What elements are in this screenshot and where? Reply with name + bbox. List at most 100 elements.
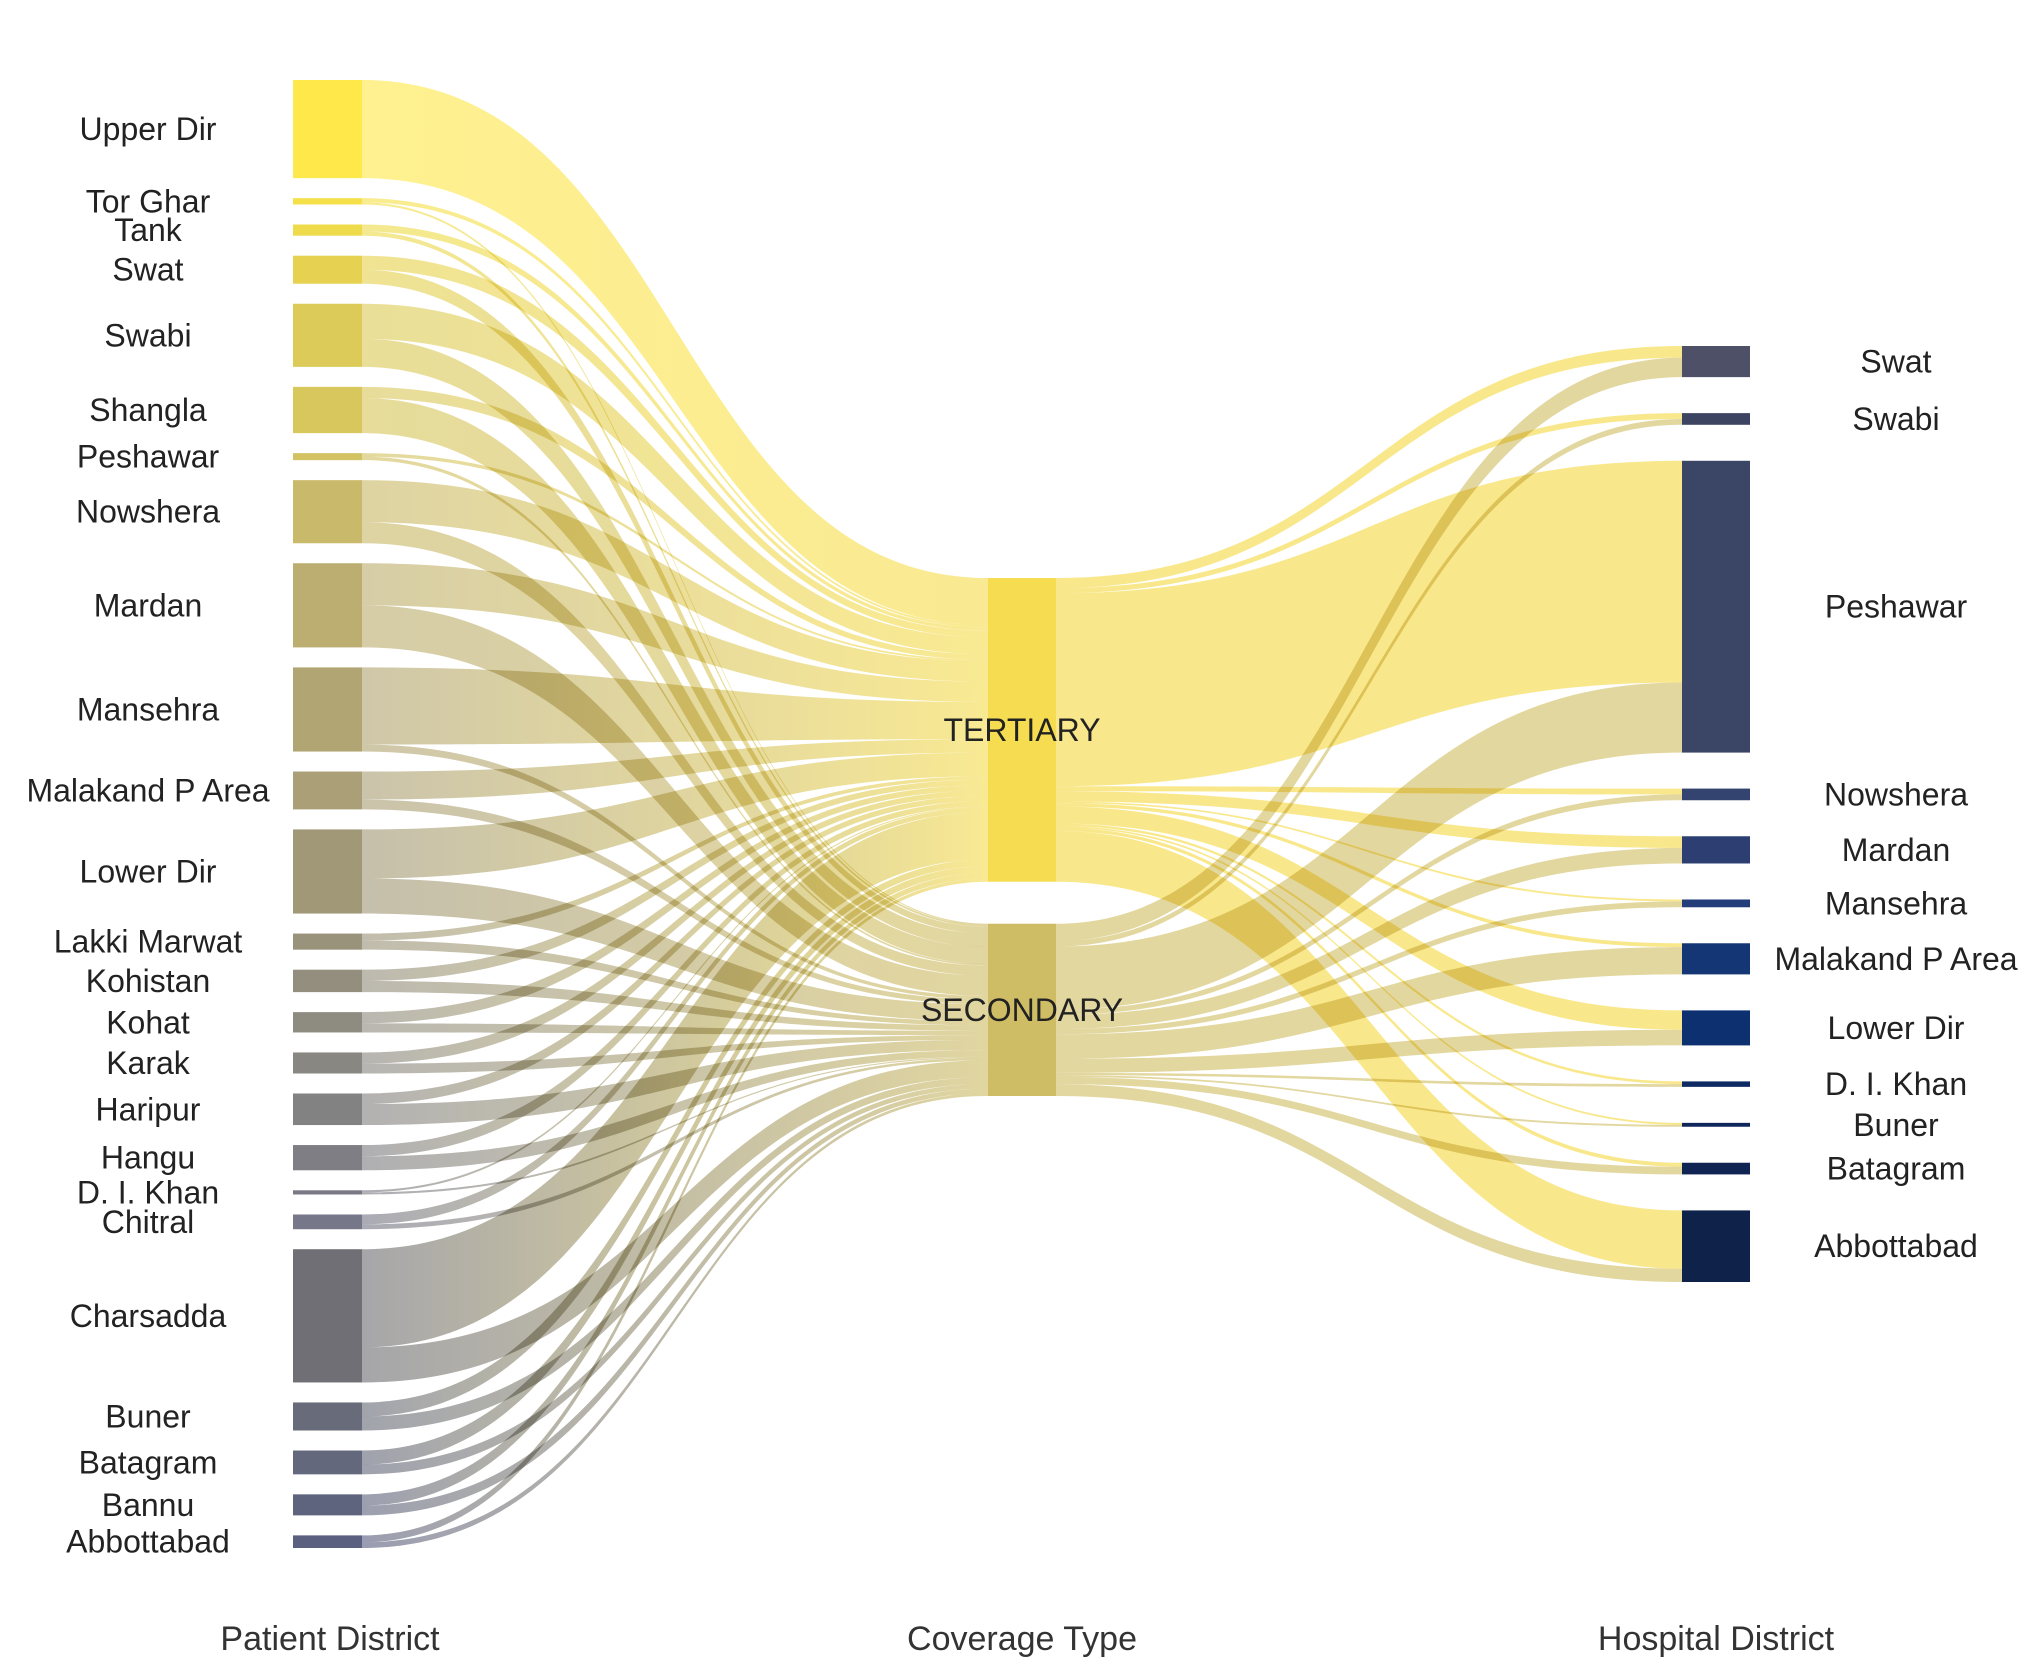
link-swat-to-tertiary [362, 255, 988, 638]
patient-label-lakki-marwat: Lakki Marwat [54, 924, 243, 960]
link-hangu-to-tertiary [362, 800, 988, 1157]
link-secondary-to-abbottabad [1056, 1084, 1682, 1282]
patient-label-upper-dir: Upper Dir [80, 111, 217, 147]
hospital-node-mansehra [1682, 899, 1750, 908]
hospital-label-nowshera: Nowshera [1824, 776, 1968, 812]
patient-node-lakki-marwat [293, 933, 362, 950]
link-lakki-marwat-to-tertiary [362, 776, 988, 941]
coverage-type-title: Coverage Type [907, 1620, 1137, 1658]
hospital-node-nowshera [1682, 788, 1750, 801]
link-charsadda-to-tertiary [362, 812, 988, 1348]
patient-label-hangu: Hangu [101, 1140, 195, 1176]
coverage-label-secondary: SECONDARY [921, 992, 1123, 1028]
nodes [293, 80, 1750, 1548]
patient-node-charsadda [293, 1249, 362, 1383]
link-secondary-to-mardan [1056, 847, 1682, 1029]
link-tertiary-to-buner [1056, 825, 1682, 1125]
patient-node-batagram [293, 1450, 362, 1475]
patient-label-d-i-khan: D. I. Khan [77, 1174, 219, 1210]
flow-links [362, 80, 1682, 1548]
link-secondary-to-lower-dir [1056, 1029, 1682, 1073]
link-chitral-to-secondary [362, 1057, 988, 1230]
patient-node-kohat [293, 1012, 362, 1033]
hospital-label-mansehra: Mansehra [1825, 885, 1968, 921]
patient-label-tor-ghar: Tor Ghar [86, 183, 211, 219]
link-peshawar-to-tertiary [362, 453, 988, 662]
patient-label-abbottabad: Abbottabad [66, 1524, 230, 1560]
patient-node-d-i-khan [293, 1190, 362, 1195]
patient-label-swabi: Swabi [104, 317, 191, 353]
hospital-node-swabi [1682, 413, 1750, 425]
patient-node-buner [293, 1402, 362, 1431]
link-swabi-to-tertiary [362, 303, 988, 655]
patient-label-swat: Swat [112, 252, 183, 288]
patient-node-abbottabad [293, 1535, 362, 1548]
patient-node-karak [293, 1052, 362, 1074]
patient-label-malakand-p-area: Malakand P Area [26, 772, 269, 808]
link-secondary-to-swat [1056, 357, 1682, 942]
link-bannu-to-secondary [362, 1088, 988, 1516]
patient-node-bannu [293, 1494, 362, 1516]
patient-label-kohat: Kohat [106, 1004, 190, 1040]
patient-label-charsadda: Charsadda [70, 1298, 227, 1334]
patient-label-buner: Buner [105, 1398, 191, 1434]
link-tor-ghar-to-tertiary [362, 198, 988, 628]
link-kohat-to-tertiary [362, 785, 988, 1024]
patient-node-malakand-p-area [293, 771, 362, 810]
link-charsadda-to-secondary [362, 1060, 988, 1383]
patient-node-chitral [293, 1214, 362, 1230]
hospital-node-abbottabad [1682, 1210, 1750, 1282]
patient-label-haripur: Haripur [96, 1091, 201, 1127]
patient-node-swabi [293, 303, 362, 367]
patient-label-chitral: Chitral [102, 1204, 194, 1240]
patient-label-nowshera: Nowshera [76, 494, 220, 530]
link-secondary-to-batagram [1056, 1077, 1682, 1175]
link-tertiary-to-peshawar [1056, 460, 1682, 787]
hospital-node-swat [1682, 346, 1750, 378]
patient-node-shangla [293, 386, 362, 434]
link-lower-dir-to-tertiary [362, 752, 988, 879]
link-shangla-to-secondary [362, 398, 988, 964]
link-nowshera-to-secondary [362, 522, 988, 976]
link-d-i-khan-to-tertiary [362, 806, 988, 1193]
hospital-node-peshawar [1682, 460, 1750, 753]
link-secondary-to-peshawar [1056, 682, 1682, 1010]
link-d-i-khan-to-secondary [362, 1056, 988, 1195]
link-tank-to-tertiary [362, 224, 988, 631]
patient-label-peshawar: Peshawar [77, 439, 220, 475]
link-karak-to-tertiary [362, 790, 988, 1064]
column-titles: Patient District Coverage Type Hospital … [220, 1620, 1834, 1658]
patient-node-lower-dir [293, 829, 362, 914]
hospital-label-batagram: Batagram [1827, 1151, 1966, 1187]
patient-node-peshawar [293, 453, 362, 461]
hospital-label-mardan: Mardan [1842, 832, 1951, 868]
link-bannu-to-tertiary [362, 872, 988, 1506]
patient-label-mansehra: Mansehra [77, 691, 220, 727]
hospital-label-buner: Buner [1853, 1107, 1939, 1143]
patient-node-nowshera [293, 480, 362, 544]
link-abbottabad-to-secondary [362, 1093, 988, 1548]
link-mardan-to-tertiary [362, 563, 988, 702]
hospital-district-title: Hospital District [1598, 1620, 1835, 1658]
patient-node-kohistan [293, 969, 362, 993]
patient-label-tank: Tank [114, 212, 183, 248]
link-batagram-to-tertiary [362, 866, 988, 1465]
hospital-label-lower-dir: Lower Dir [1828, 1010, 1965, 1046]
patient-district-title: Patient District [220, 1620, 440, 1658]
coverage-node-tertiary [988, 578, 1056, 882]
link-secondary-to-nowshera [1056, 794, 1682, 1015]
link-chitral-to-tertiary [362, 807, 988, 1225]
link-buner-to-secondary [362, 1077, 988, 1431]
link-kohistan-to-tertiary [362, 779, 988, 981]
link-shangla-to-tertiary [362, 386, 988, 660]
link-upper-dir-to-tertiary [362, 80, 988, 626]
link-hangu-to-secondary [362, 1050, 988, 1171]
link-abbottabad-to-tertiary [362, 878, 988, 1543]
link-tor-ghar-to-secondary [362, 202, 988, 925]
link-tertiary-to-swabi [1056, 413, 1682, 594]
link-mansehra-to-tertiary [362, 667, 988, 745]
link-secondary-to-buner [1056, 1075, 1682, 1127]
hospital-node-batagram [1682, 1162, 1750, 1175]
